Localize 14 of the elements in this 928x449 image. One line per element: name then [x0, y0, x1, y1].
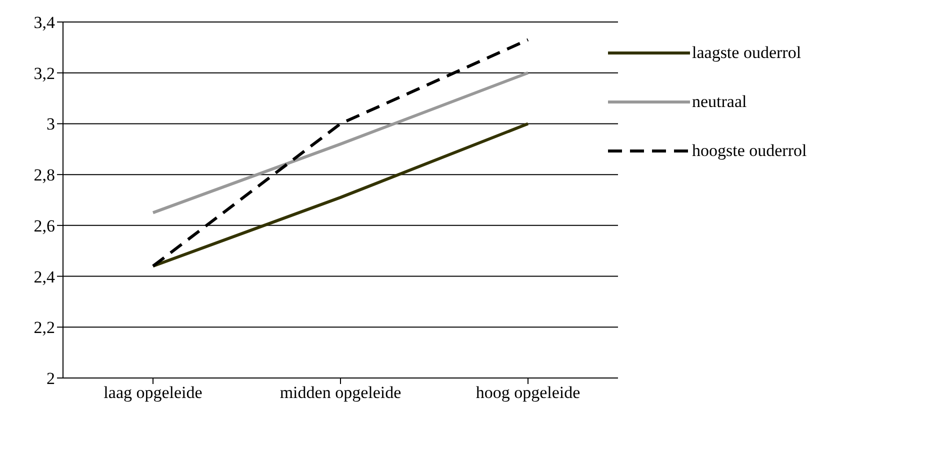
y-tick-label: 2,6: [34, 216, 55, 236]
x-tick-label: hoog opgeleide: [476, 383, 580, 402]
y-tick-label: 3: [46, 114, 55, 134]
x-tick-label: laag opgeleide: [104, 383, 202, 402]
y-tick-label: 2,8: [34, 166, 55, 185]
y-tick-label: 2,2: [34, 318, 55, 338]
x-tick-label: midden opgeleide: [280, 383, 402, 402]
y-tick-label: 3,2: [34, 64, 55, 83]
legend-label: laagste ouderrol: [692, 42, 802, 62]
y-tick-label: 3,4: [34, 13, 56, 32]
legend-label: neutraal: [692, 92, 747, 112]
y-tick-label: 2,4: [34, 267, 56, 286]
legend-label: hoogste ouderrol: [692, 140, 807, 160]
y-tick-label: 2: [46, 369, 55, 388]
